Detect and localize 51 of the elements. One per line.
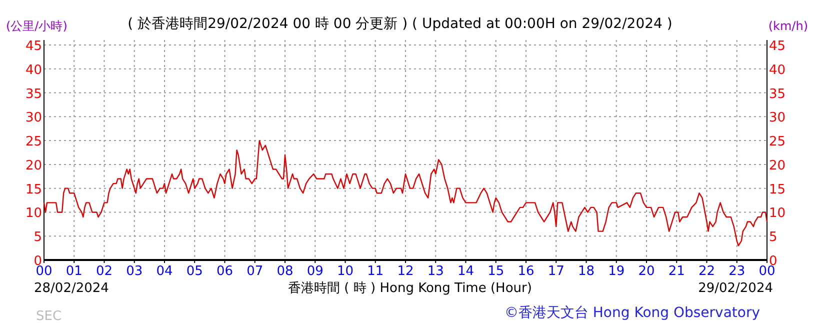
x-tick-label: 03 [126,264,143,279]
y-tick-label: 15 [25,182,42,198]
x-tick-label: 14 [457,264,474,279]
x-tick-label: 06 [216,264,234,279]
text: SEC [36,309,62,323]
y-tick-label: 10 [25,206,42,222]
x-tick-label: 00 [758,264,776,279]
y2-tick-label: 15 [769,182,786,198]
x-tick-label: 19 [608,264,625,279]
x-tick-label: 18 [578,264,595,279]
x-tick-label: 02 [96,264,113,279]
x-tick-label: 00 [36,264,52,279]
x-tick-label: 22 [698,264,716,279]
text: 29/02/2024 [698,281,773,296]
x-tick-label: 08 [276,264,294,279]
x-tick-label: 11 [367,264,384,279]
x-axis-title: 香港時間 ( 時 ) Hong Kong Time (Hour) [288,281,532,296]
y-tick-label: 35 [25,86,42,102]
x-tick-label: 09 [306,264,324,279]
x-tick-label: 12 [397,264,414,279]
text: 28/02/2024 [34,281,109,296]
y2-tick-label: 25 [769,134,786,150]
y2-tick-label: 35 [769,86,786,102]
y2-axis-title: (km/h) [768,19,808,33]
y2-tick-label: 20 [769,158,786,174]
x-tick-label: 05 [186,264,203,279]
y-axis-title: (公里/小時) [6,19,68,33]
x-tick-label: 21 [668,264,685,279]
y2-tick-label: 45 [769,39,786,54]
x-tick-label: 07 [246,264,264,279]
x-tick-label: 15 [488,264,504,279]
x-tick-label: 17 [548,264,564,279]
y-tick-label: 30 [25,110,42,126]
y-tick-label: 40 [25,62,42,78]
x-tick-label: 10 [336,264,354,279]
y-tick-label: 20 [25,158,42,174]
x-tick-label: 04 [156,264,173,279]
text: ©香港天文台 Hong Kong Observatory [504,305,760,321]
x-tick-label: 23 [728,264,746,279]
x-tick-label: 20 [638,264,655,279]
y2-tick-label: 30 [769,110,786,126]
y2-tick-label: 10 [769,206,786,222]
chart-title: ( 於香港時間29/02/2024 00 時 00 分更新 ) ( Updated at 00:00H on 29/02/2024 ) [128,16,672,32]
y-tick-label: 25 [25,134,42,150]
y-tick-label: 5 [34,230,42,246]
x-tick-label: 13 [427,264,444,279]
x-tick-label: 01 [66,264,82,279]
x-tick-label: 16 [518,264,534,279]
y2-tick-label: 40 [769,62,786,78]
y-tick-label: 45 [25,39,42,54]
y2-tick-label: 5 [769,230,778,246]
